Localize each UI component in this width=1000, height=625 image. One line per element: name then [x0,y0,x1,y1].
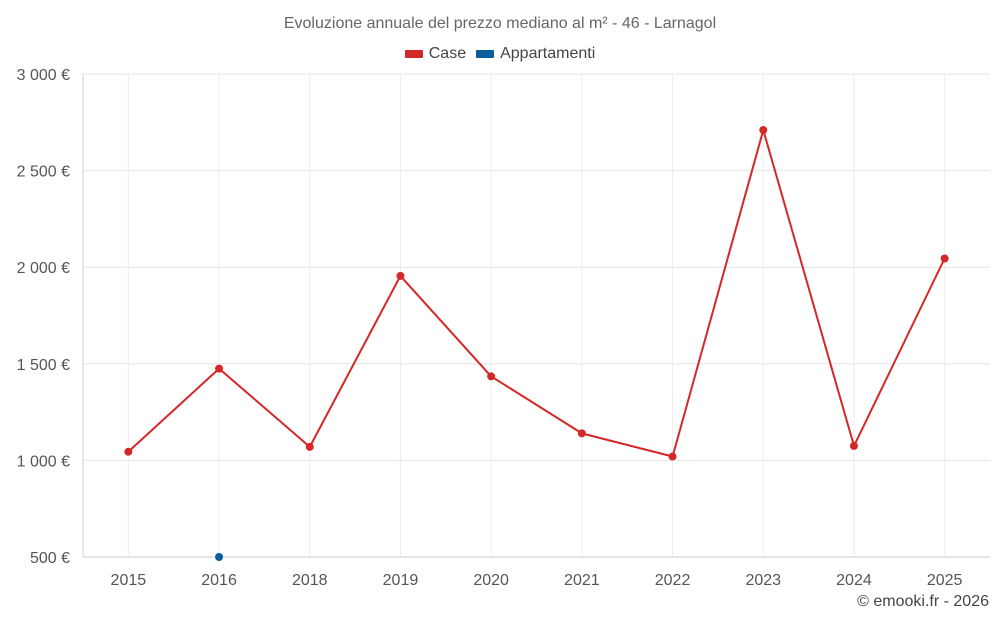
legend-swatch-case [404,50,423,58]
y-tick-label: 2 500 € [17,164,70,181]
y-tick-label: 500 € [30,550,70,567]
y-tick-label: 3 000 € [17,67,70,84]
data-point-case-2020[interactable] [487,372,496,381]
y-tick-label: 2 000 € [17,260,70,277]
legend-label-appartamenti: Appartamenti [500,45,596,62]
x-tick-label: 2016 [201,572,237,589]
data-point-case-2022[interactable] [668,452,677,461]
data-point-case-2015[interactable] [124,447,133,456]
x-tick-label: 2018 [292,572,328,589]
data-point-case-2025[interactable] [940,254,949,263]
x-tick-label: 2019 [383,572,419,589]
x-tick-label: 2025 [927,572,963,589]
series-line-case [127,129,946,458]
legend-item-appartamenti[interactable]: Appartamenti [476,45,595,63]
chart-title: Evoluzione annuale del prezzo mediano al… [283,15,717,32]
y-tick-label: 1 500 € [17,357,70,374]
data-point-case-2019[interactable] [396,271,405,280]
x-tick-label: 2024 [836,572,872,589]
x-tick-label: 2020 [473,572,509,589]
credits: © emooki.fr - 2026 [857,593,989,610]
data-point-case-2016[interactable] [215,364,224,373]
legend-label-case: Case [428,45,467,62]
x-tick-label: 2015 [111,572,147,589]
data-point-case-2021[interactable] [577,429,586,438]
x-tick-label: 2021 [564,572,600,589]
data-point-case-2018[interactable] [305,442,314,451]
chart-legend: Case Appartamenti [0,45,1000,63]
x-tick-label: 2023 [745,572,781,589]
y-tick-label: 1 000 € [17,453,70,470]
data-point-appartamenti-2016[interactable] [215,553,224,561]
legend-swatch-appartamenti [476,50,495,58]
x-tick-label: 2022 [655,572,691,589]
legend-item-case[interactable]: Case [404,45,467,63]
data-point-case-2024[interactable] [849,441,858,450]
data-point-case-2023[interactable] [759,126,768,135]
